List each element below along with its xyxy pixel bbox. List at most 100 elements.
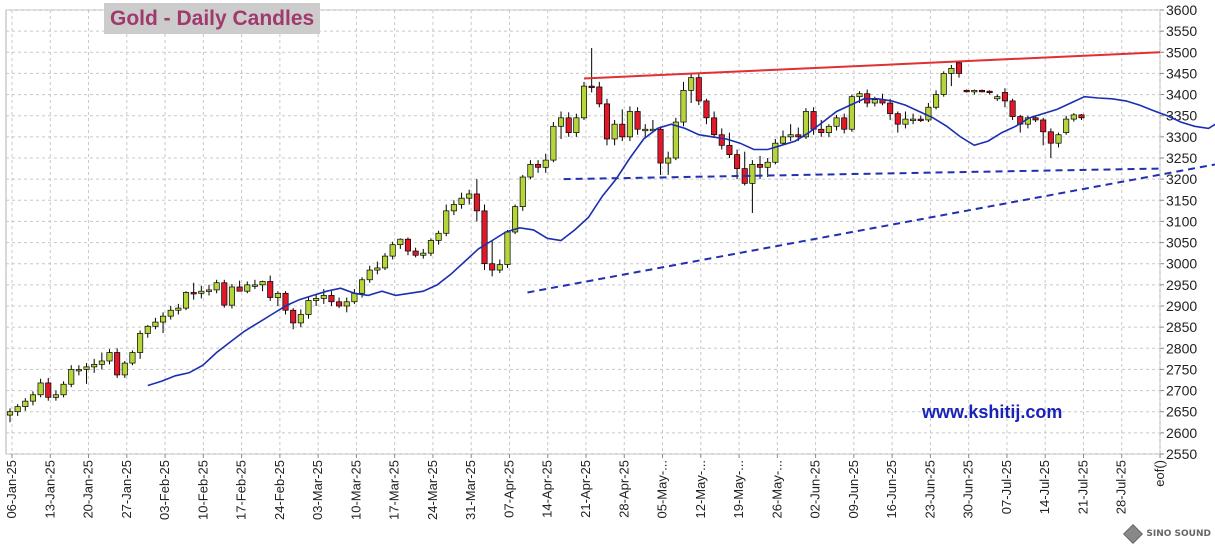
candle-bull bbox=[259, 281, 266, 286]
candle-bull bbox=[297, 314, 304, 324]
candle-bear bbox=[1009, 100, 1016, 117]
x-tick-label: 17-Mar-25 bbox=[387, 460, 402, 520]
candle-bull bbox=[443, 210, 450, 234]
watermark-link[interactable]: www.kshitij.com bbox=[922, 402, 1063, 422]
x-tick-label: 14-Jul-25 bbox=[1037, 460, 1052, 514]
candle-bull bbox=[825, 125, 832, 133]
candle-bull bbox=[160, 315, 167, 323]
y-tick-label: 3300 bbox=[1166, 129, 1197, 145]
candle-bull bbox=[749, 163, 756, 184]
candle-bull bbox=[871, 99, 878, 104]
candle-bull bbox=[244, 284, 251, 292]
candle-bull bbox=[374, 267, 381, 271]
candle-bull bbox=[611, 123, 618, 140]
x-tick-label: eof() bbox=[1152, 460, 1167, 487]
candle-bear bbox=[45, 382, 52, 398]
x-tick-label: 20-Jan-25 bbox=[81, 460, 96, 519]
flat-support-trendline bbox=[563, 167, 1161, 181]
candle-bull bbox=[994, 96, 1001, 100]
y-tick-label: 3600 bbox=[1166, 2, 1197, 18]
candle-bull bbox=[381, 255, 389, 269]
candle-bear bbox=[404, 238, 412, 252]
candle-bull bbox=[1055, 134, 1062, 144]
candle-bear bbox=[810, 111, 817, 130]
candle-bull bbox=[29, 394, 36, 402]
candle-bull bbox=[6, 411, 14, 416]
candle-bull bbox=[496, 264, 503, 271]
candle-bull bbox=[626, 111, 633, 138]
x-tick-label: 12-May-... bbox=[693, 460, 708, 519]
x-tick-label: 21-Jul-25 bbox=[1075, 460, 1090, 514]
rising-support-trendline bbox=[527, 163, 1215, 294]
candle-bear bbox=[114, 352, 121, 376]
candle-bear bbox=[481, 210, 488, 265]
candle-bear bbox=[1001, 92, 1008, 102]
x-tick-label: 23-Jun-25 bbox=[922, 460, 937, 519]
candle-bear bbox=[190, 292, 197, 295]
candle-bull bbox=[642, 128, 649, 132]
x-tick-label: 24-Mar-25 bbox=[425, 460, 440, 520]
candle-bear bbox=[818, 128, 825, 133]
candle-bull bbox=[672, 121, 679, 159]
candle-bull bbox=[91, 364, 98, 368]
candle-bear bbox=[986, 90, 993, 94]
x-tick-label: 02-Jun-25 bbox=[808, 460, 823, 519]
candle-bull bbox=[504, 231, 511, 265]
y-tick-label: 3550 bbox=[1166, 23, 1197, 39]
candle-bull bbox=[948, 68, 955, 74]
candle-bull bbox=[435, 232, 442, 241]
logo-diamond-icon bbox=[1123, 524, 1144, 544]
x-tick-label: 26-May-... bbox=[769, 460, 784, 519]
y-tick-label: 3050 bbox=[1166, 235, 1197, 251]
candle-bear bbox=[718, 134, 725, 146]
candle-bull bbox=[764, 161, 771, 168]
x-tick-label: 24-Feb-25 bbox=[272, 460, 287, 520]
candle-bull bbox=[251, 284, 258, 287]
candle-bull bbox=[98, 360, 105, 365]
x-tick-label: 21-Apr-25 bbox=[578, 460, 593, 518]
candle-bear bbox=[596, 86, 603, 105]
candle-bear bbox=[726, 144, 733, 155]
y-tick-label: 3350 bbox=[1166, 108, 1197, 124]
candle-bear bbox=[328, 295, 335, 303]
candle-bull bbox=[313, 298, 320, 301]
chart-title: Gold - Daily Candles bbox=[104, 3, 321, 34]
candle-bear bbox=[695, 77, 702, 102]
candle-bear bbox=[565, 117, 572, 133]
candle-bear bbox=[282, 292, 289, 311]
x-tick-label: 31-Mar-25 bbox=[463, 460, 478, 520]
candle-bull bbox=[925, 106, 932, 121]
candle-bull bbox=[106, 352, 113, 362]
sino-sound-logo: SINO SOUND bbox=[1123, 524, 1211, 544]
candle-bull bbox=[512, 206, 519, 233]
candle-bull bbox=[971, 89, 978, 93]
candle-bull bbox=[580, 85, 588, 119]
candle-bear bbox=[978, 89, 986, 93]
x-tick-label: 06-Jan-25 bbox=[4, 460, 19, 519]
candle-bear bbox=[290, 309, 297, 324]
candle-bull bbox=[389, 244, 396, 257]
x-tick-label: 16-Jun-25 bbox=[884, 460, 899, 519]
candle-bull bbox=[305, 300, 312, 315]
y-tick-label: 3200 bbox=[1166, 171, 1197, 187]
resistance-trendline bbox=[583, 51, 1161, 80]
candle-bull bbox=[228, 286, 235, 306]
candle-bull bbox=[60, 383, 67, 396]
candle-bull bbox=[1070, 114, 1077, 120]
x-tick-label: 30-Jun-25 bbox=[961, 460, 976, 519]
candle-bull bbox=[458, 197, 465, 205]
candle-bear bbox=[236, 286, 243, 292]
candle-bear bbox=[619, 123, 626, 138]
candle-bear bbox=[1047, 131, 1054, 144]
candle-bull bbox=[665, 157, 672, 164]
candle-bull bbox=[688, 77, 695, 91]
candle-bear bbox=[711, 117, 718, 136]
candle-bull bbox=[37, 382, 44, 396]
x-tick-label: 07-Jul-25 bbox=[999, 460, 1014, 514]
candle-bull bbox=[779, 136, 787, 144]
x-tick-label: 10-Mar-25 bbox=[348, 460, 363, 520]
candle-bull bbox=[83, 366, 90, 370]
y-tick-label: 3000 bbox=[1166, 256, 1197, 272]
candle-bull bbox=[175, 307, 182, 311]
candle-bull bbox=[550, 125, 557, 161]
